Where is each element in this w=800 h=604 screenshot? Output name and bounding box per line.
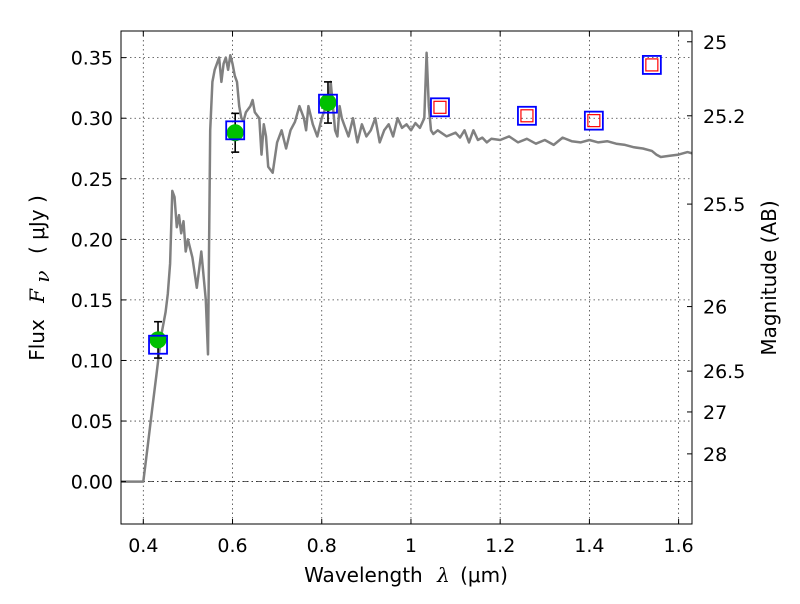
- model-square-blue: [430, 97, 450, 118]
- x-tick-label: 1.2: [485, 535, 515, 557]
- plot-frame: [120, 30, 693, 525]
- model-square-red: [520, 109, 534, 123]
- y2-tick-label: 27: [703, 402, 727, 424]
- model-square-blue: [641, 55, 662, 75]
- y2-axis-ticks: 25 25.2 25.5 26 26.5 27 28: [687, 32, 745, 466]
- observed-point: [226, 124, 244, 142]
- x-tick-label: 0.4: [128, 535, 158, 557]
- x-axis-label: Wavelength λ (μm): [304, 563, 508, 587]
- x-tick-label: 1.6: [664, 535, 694, 557]
- plot-area: [121, 51, 692, 483]
- y-axis-unit: ( μJy ): [25, 195, 49, 254]
- x-axis-ticks: 0.4 0.6 0.8 1 1.2 1.4 1.6: [128, 31, 694, 557]
- y-axis-label-text: Flux: [25, 319, 49, 361]
- model-square-blue: [517, 105, 537, 126]
- model-square-blue: [225, 120, 246, 141]
- y2-tick-label: 28: [703, 444, 727, 466]
- y-tick-label: 0.00: [71, 472, 113, 494]
- model-square-red: [645, 58, 659, 72]
- y2-tick-label: 25: [703, 32, 727, 54]
- observed-point: [149, 331, 167, 349]
- y2-tick-label: 25.2: [703, 106, 745, 128]
- model-square-blue: [148, 334, 168, 355]
- x-tick-label: 0.8: [307, 535, 337, 557]
- grid-lines: [121, 31, 692, 524]
- spectrum-line: [121, 51, 692, 483]
- y-axis-symbol: F: [25, 288, 49, 304]
- y-tick-label: 0.35: [71, 48, 113, 70]
- y-tick-label: 0.10: [71, 350, 113, 372]
- x-axis-symbol: λ: [436, 563, 450, 587]
- model-square-blue: [318, 93, 338, 114]
- x-axis-unit: (μm): [460, 563, 508, 587]
- model-square-blue: [583, 110, 604, 131]
- y2-axis-label: Magnitude (AB): [757, 200, 781, 355]
- y-tick-label: 0.15: [71, 290, 113, 312]
- y-tick-label: 0.20: [71, 229, 113, 251]
- model-square-red: [587, 114, 601, 128]
- x-axis-label-text: Wavelength: [304, 563, 423, 587]
- y2-tick-label: 26: [703, 297, 727, 319]
- x-tick-label: 0.6: [217, 535, 247, 557]
- y-tick-label: 0.05: [71, 411, 113, 433]
- y-tick-label: 0.30: [71, 108, 113, 130]
- y2-tick-label: 26.5: [703, 361, 745, 383]
- x-tick-label: 1.4: [574, 535, 604, 557]
- y-tick-label: 0.25: [71, 169, 113, 191]
- y-axis-ticks: 0.00 0.05 0.10 0.15 0.20 0.25 0.30 0.35: [71, 48, 126, 494]
- model-square-red: [433, 100, 447, 114]
- y-axis-label: Flux F ν ( μJy ): [25, 195, 54, 361]
- observed-point: [319, 93, 337, 111]
- x-tick-label: 1: [405, 535, 417, 557]
- y-axis-symbol-sub: ν: [30, 270, 54, 282]
- y2-tick-label: 25.5: [703, 194, 745, 216]
